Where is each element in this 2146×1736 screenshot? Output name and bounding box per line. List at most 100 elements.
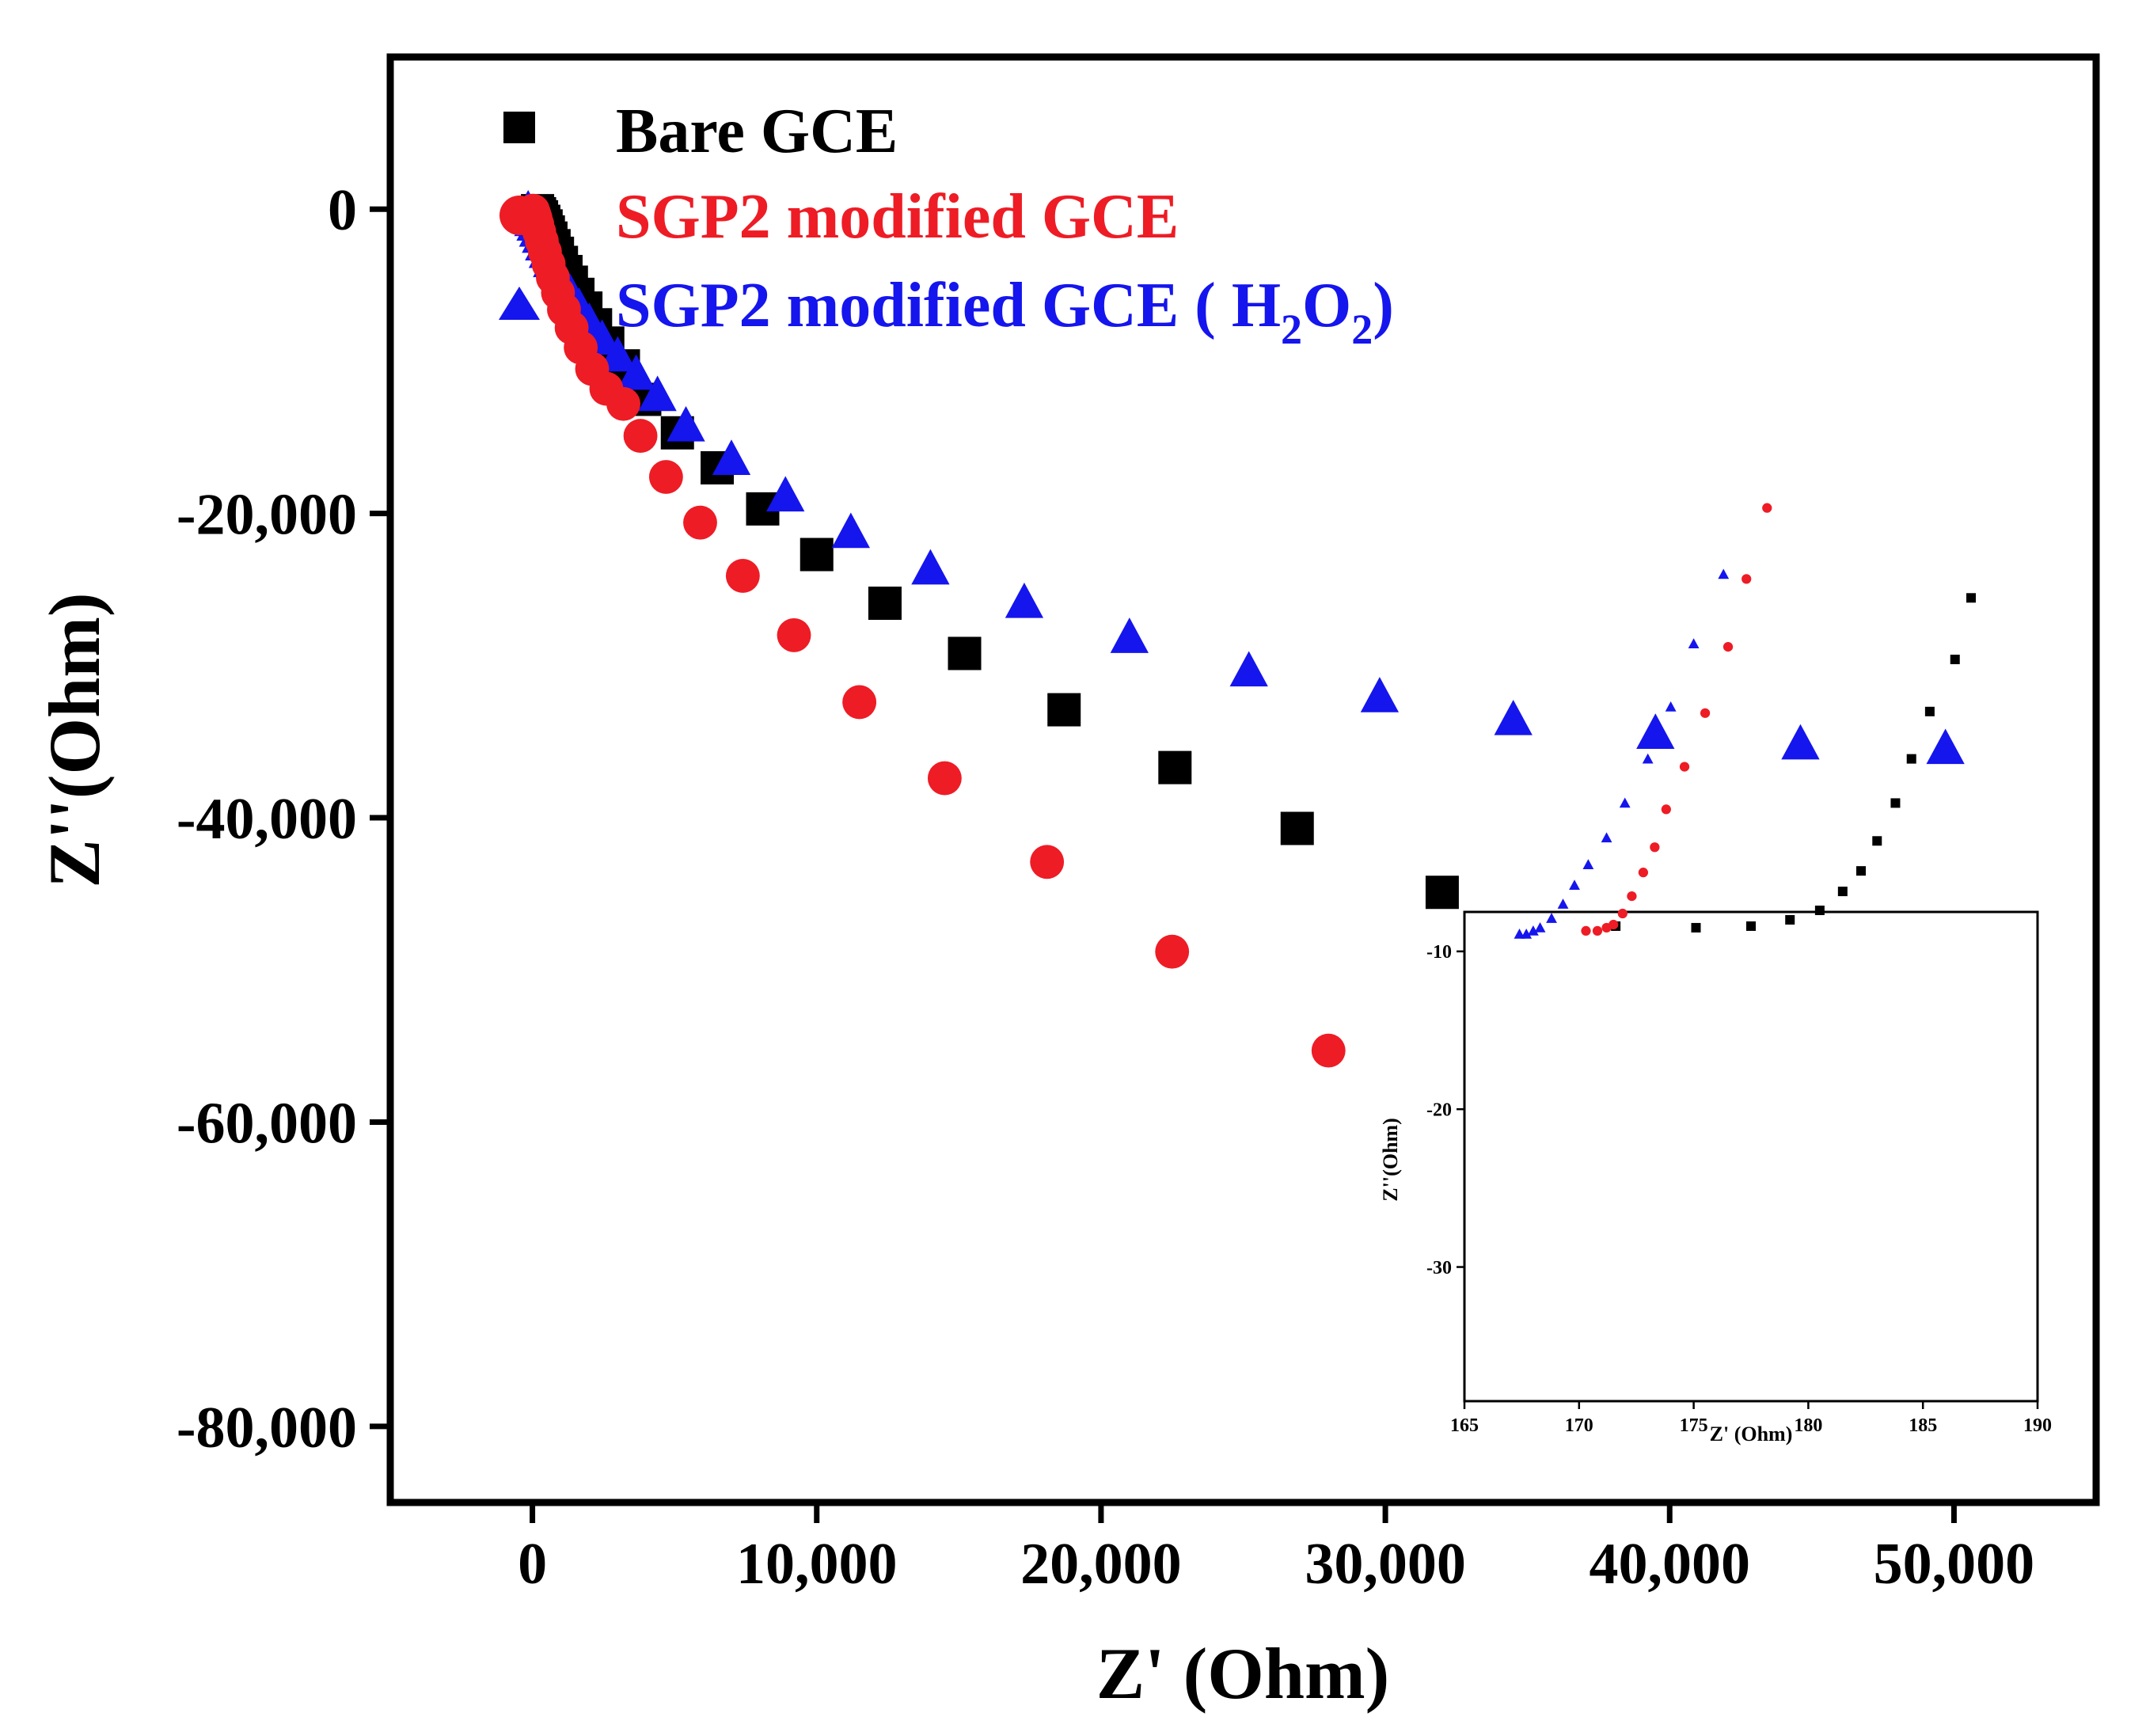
main-point-circle bbox=[623, 419, 658, 454]
main-point-circle bbox=[1155, 934, 1190, 969]
main-point-circle bbox=[777, 617, 811, 652]
inset-point-triangle bbox=[1521, 929, 1533, 939]
inset-point-circle bbox=[1741, 574, 1752, 584]
inset-point-square bbox=[1966, 593, 1977, 603]
main-point-circle bbox=[1030, 845, 1065, 879]
inset-point-triangle bbox=[1557, 898, 1569, 909]
inset-point-square bbox=[1814, 906, 1825, 916]
inset-x-tick-label: 165 bbox=[1450, 1415, 1479, 1436]
main-x-axis-label: Z' (Ohm) bbox=[1096, 1633, 1390, 1714]
inset-plot-frame bbox=[1463, 910, 2039, 1403]
inset-point-triangle bbox=[1718, 568, 1730, 579]
inset-point-triangle bbox=[1546, 913, 1557, 923]
inset-point-triangle bbox=[1534, 922, 1546, 933]
main-point-triangle bbox=[617, 354, 655, 390]
legend-label-sgp2-gce: SGP2 modified GCE bbox=[616, 182, 1179, 252]
inset-point-triangle bbox=[1582, 859, 1594, 870]
inset-point-circle bbox=[1661, 804, 1671, 815]
main-x-tick-label: 10,000 bbox=[736, 1532, 898, 1597]
inset-x-axis-label: Z' (Ohm) bbox=[1710, 1423, 1793, 1445]
inset-point-square bbox=[1837, 887, 1848, 897]
inset-point-triangle bbox=[1619, 797, 1631, 808]
inset-chart: 165 170 175 180 185 190 -10 -20 -30 Z' (Ohm) Z''… bbox=[1379, 503, 2052, 1445]
inset-point-circle bbox=[1722, 641, 1734, 652]
main-point-circle bbox=[927, 761, 962, 796]
inset-point-square bbox=[1906, 754, 1916, 764]
inset-point-circle bbox=[1592, 925, 1603, 936]
inset-axis-ticks: 165 170 175 180 185 190 -10 -20 -30 bbox=[1426, 942, 2052, 1436]
inset-point-circle bbox=[1609, 919, 1619, 930]
main-x-tick-label: 30,000 bbox=[1305, 1532, 1466, 1597]
inset-point-square bbox=[1890, 798, 1901, 808]
inset-point-square bbox=[1856, 866, 1867, 876]
legend-label-sgp2-gce-h2o2: SGP2 modified GCE ( H2O2) bbox=[616, 271, 1394, 353]
main-y-tick-label: -60,000 bbox=[177, 1091, 357, 1156]
inset-point-square bbox=[1785, 914, 1795, 925]
main-point-circle bbox=[683, 505, 717, 540]
main-point-circle bbox=[725, 559, 760, 593]
main-plot-frame bbox=[386, 53, 2100, 1506]
main-x-tick-label: 50,000 bbox=[1874, 1532, 2035, 1597]
main-point-square bbox=[800, 538, 834, 572]
main-x-tick-label: 20,000 bbox=[1020, 1532, 1182, 1597]
main-y-tick-label: -40,000 bbox=[177, 787, 357, 852]
main-point-circle bbox=[842, 685, 877, 720]
inset-x-tick-label: 170 bbox=[1565, 1415, 1593, 1436]
main-point-triangle bbox=[1110, 617, 1149, 653]
main-point-triangle bbox=[1360, 677, 1400, 712]
main-point-triangle bbox=[638, 375, 677, 412]
inset-x-tick-label: 190 bbox=[2023, 1415, 2052, 1436]
main-point-square bbox=[868, 587, 902, 621]
main-point-square bbox=[1425, 876, 1459, 910]
inset-point-circle bbox=[1581, 925, 1591, 936]
legend-label-bare-gce: Bare GCE bbox=[616, 97, 898, 166]
main-point-triangle bbox=[1781, 724, 1820, 760]
inset-point-triangle bbox=[1688, 638, 1700, 648]
main-point-square bbox=[1158, 750, 1192, 784]
inset-point-square bbox=[1872, 836, 1882, 846]
main-point-square bbox=[948, 636, 982, 670]
inset-point-square bbox=[1924, 706, 1935, 716]
inset-y-tick-label: -30 bbox=[1426, 1258, 1452, 1278]
inset-point-triangle bbox=[1665, 701, 1677, 712]
inset-point-circle bbox=[1638, 868, 1649, 878]
legend: Bare GCE SGP2 modified GCE SGP2 modified… bbox=[499, 97, 1394, 353]
inset-point-circle bbox=[1762, 503, 1772, 513]
inset-data-points bbox=[1514, 503, 1977, 939]
main-point-triangle bbox=[667, 405, 705, 442]
main-point-circle bbox=[648, 460, 683, 494]
main-point-triangle bbox=[766, 476, 805, 512]
main-axis-ticks: 0 10,000 20,000 30,000 40,000 50,000 0 -20,000 -… bbox=[177, 178, 2034, 1597]
inset-point-triangle bbox=[1527, 925, 1539, 936]
main-point-square bbox=[1047, 693, 1081, 727]
legend-marker-sgp2-gce-h2o2 bbox=[499, 287, 540, 320]
inset-point-circle bbox=[1700, 708, 1711, 718]
main-point-square bbox=[1280, 811, 1314, 845]
inset-point-square bbox=[1691, 922, 1701, 933]
inset-y-tick-label: -20 bbox=[1426, 1100, 1452, 1121]
main-y-tick-label: -80,000 bbox=[177, 1396, 357, 1461]
main-point-triangle bbox=[1494, 699, 1533, 735]
inset-x-tick-label: 175 bbox=[1680, 1415, 1708, 1436]
inset-x-tick-label: 180 bbox=[1794, 1415, 1822, 1436]
inset-point-square bbox=[1746, 921, 1756, 931]
main-point-triangle bbox=[911, 549, 950, 585]
main-y-axis-label: Z''(Ohm) bbox=[34, 592, 115, 887]
inset-x-tick-label: 185 bbox=[1909, 1415, 1937, 1436]
inset-point-circle bbox=[1679, 762, 1690, 772]
main-point-triangle bbox=[598, 336, 637, 372]
inset-point-circle bbox=[1617, 908, 1628, 919]
inset-y-tick-label: -10 bbox=[1426, 942, 1452, 963]
inset-point-circle bbox=[1650, 842, 1660, 853]
inset-point-triangle bbox=[1642, 753, 1654, 764]
main-y-tick-label: 0 bbox=[328, 178, 357, 243]
main-point-triangle bbox=[712, 439, 751, 475]
main-x-tick-label: 40,000 bbox=[1590, 1532, 1751, 1597]
legend-marker-bare-gce bbox=[503, 112, 535, 143]
inset-point-triangle bbox=[1601, 832, 1612, 843]
main-y-tick-label: -20,000 bbox=[177, 483, 357, 548]
inset-point-triangle bbox=[1514, 929, 1525, 939]
main-point-triangle bbox=[831, 512, 870, 549]
